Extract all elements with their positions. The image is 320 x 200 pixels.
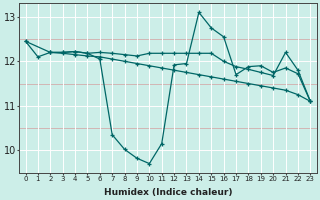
X-axis label: Humidex (Indice chaleur): Humidex (Indice chaleur)	[104, 188, 232, 197]
